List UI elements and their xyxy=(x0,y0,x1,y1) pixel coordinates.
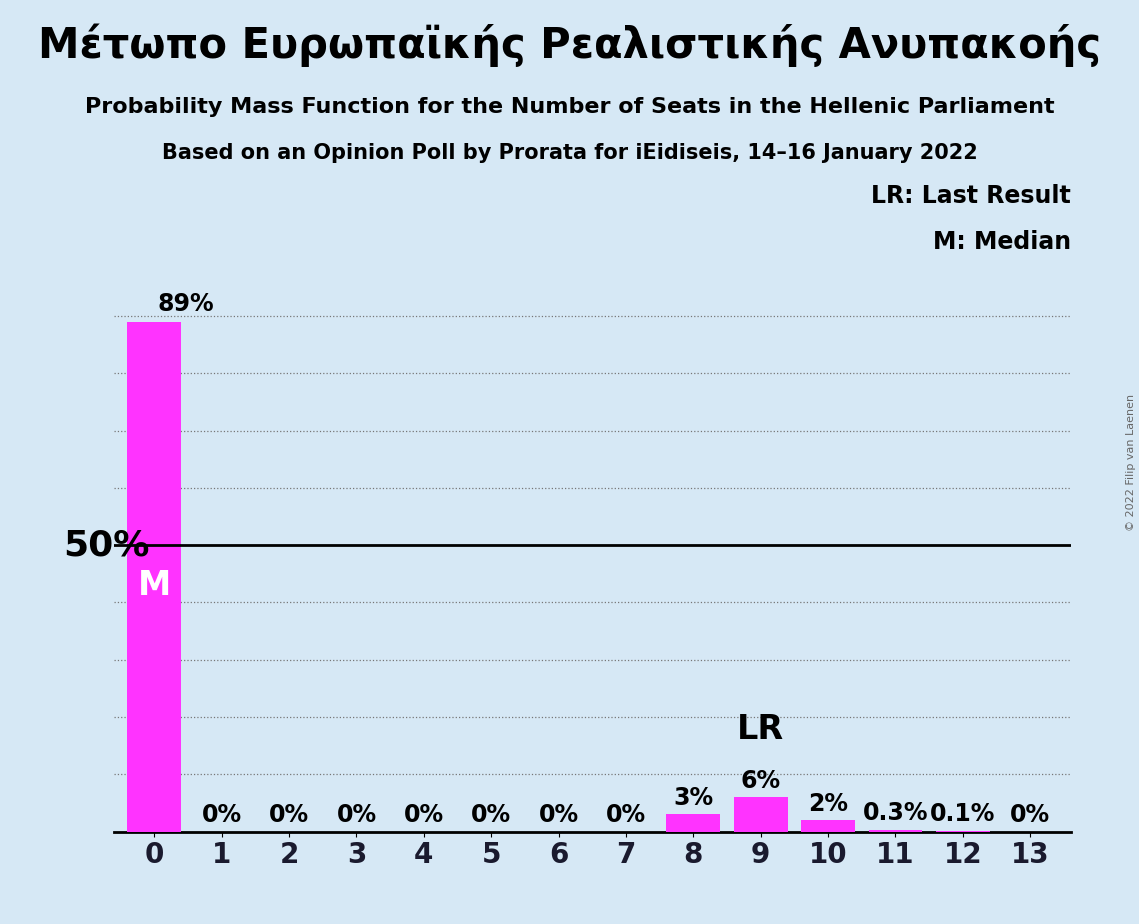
Text: 0%: 0% xyxy=(202,803,241,827)
Text: 0%: 0% xyxy=(403,803,444,827)
Text: LR: LR xyxy=(737,712,785,746)
Bar xyxy=(734,797,788,832)
Text: 0%: 0% xyxy=(336,803,377,827)
Text: 0.1%: 0.1% xyxy=(931,802,995,826)
Bar xyxy=(128,322,181,832)
Text: 0%: 0% xyxy=(269,803,309,827)
Text: 0%: 0% xyxy=(606,803,646,827)
Text: Probability Mass Function for the Number of Seats in the Hellenic Parliament: Probability Mass Function for the Number… xyxy=(84,97,1055,117)
Text: 50%: 50% xyxy=(63,529,149,562)
Text: 0.3%: 0.3% xyxy=(862,801,928,825)
Bar xyxy=(666,814,720,832)
Text: 2%: 2% xyxy=(808,792,849,816)
Text: M: Median: M: Median xyxy=(933,230,1071,254)
Text: © 2022 Filip van Laenen: © 2022 Filip van Laenen xyxy=(1126,394,1136,530)
Text: Μέτωπο Ευρωπαϊκής Ρεαλιστικής Ανυπακοής: Μέτωπο Ευρωπαϊκής Ρεαλιστικής Ανυπακοής xyxy=(38,23,1101,67)
Text: 0%: 0% xyxy=(539,803,579,827)
Text: 6%: 6% xyxy=(740,769,781,793)
Bar xyxy=(869,830,923,832)
Text: LR: Last Result: LR: Last Result xyxy=(871,184,1071,208)
Text: 89%: 89% xyxy=(157,292,214,316)
Bar xyxy=(801,821,855,832)
Text: 0%: 0% xyxy=(472,803,511,827)
Text: 0%: 0% xyxy=(1010,803,1050,827)
Text: M: M xyxy=(138,569,171,602)
Text: Based on an Opinion Poll by Prorata for iEidiseis, 14–16 January 2022: Based on an Opinion Poll by Prorata for … xyxy=(162,143,977,164)
Text: 3%: 3% xyxy=(673,785,713,809)
